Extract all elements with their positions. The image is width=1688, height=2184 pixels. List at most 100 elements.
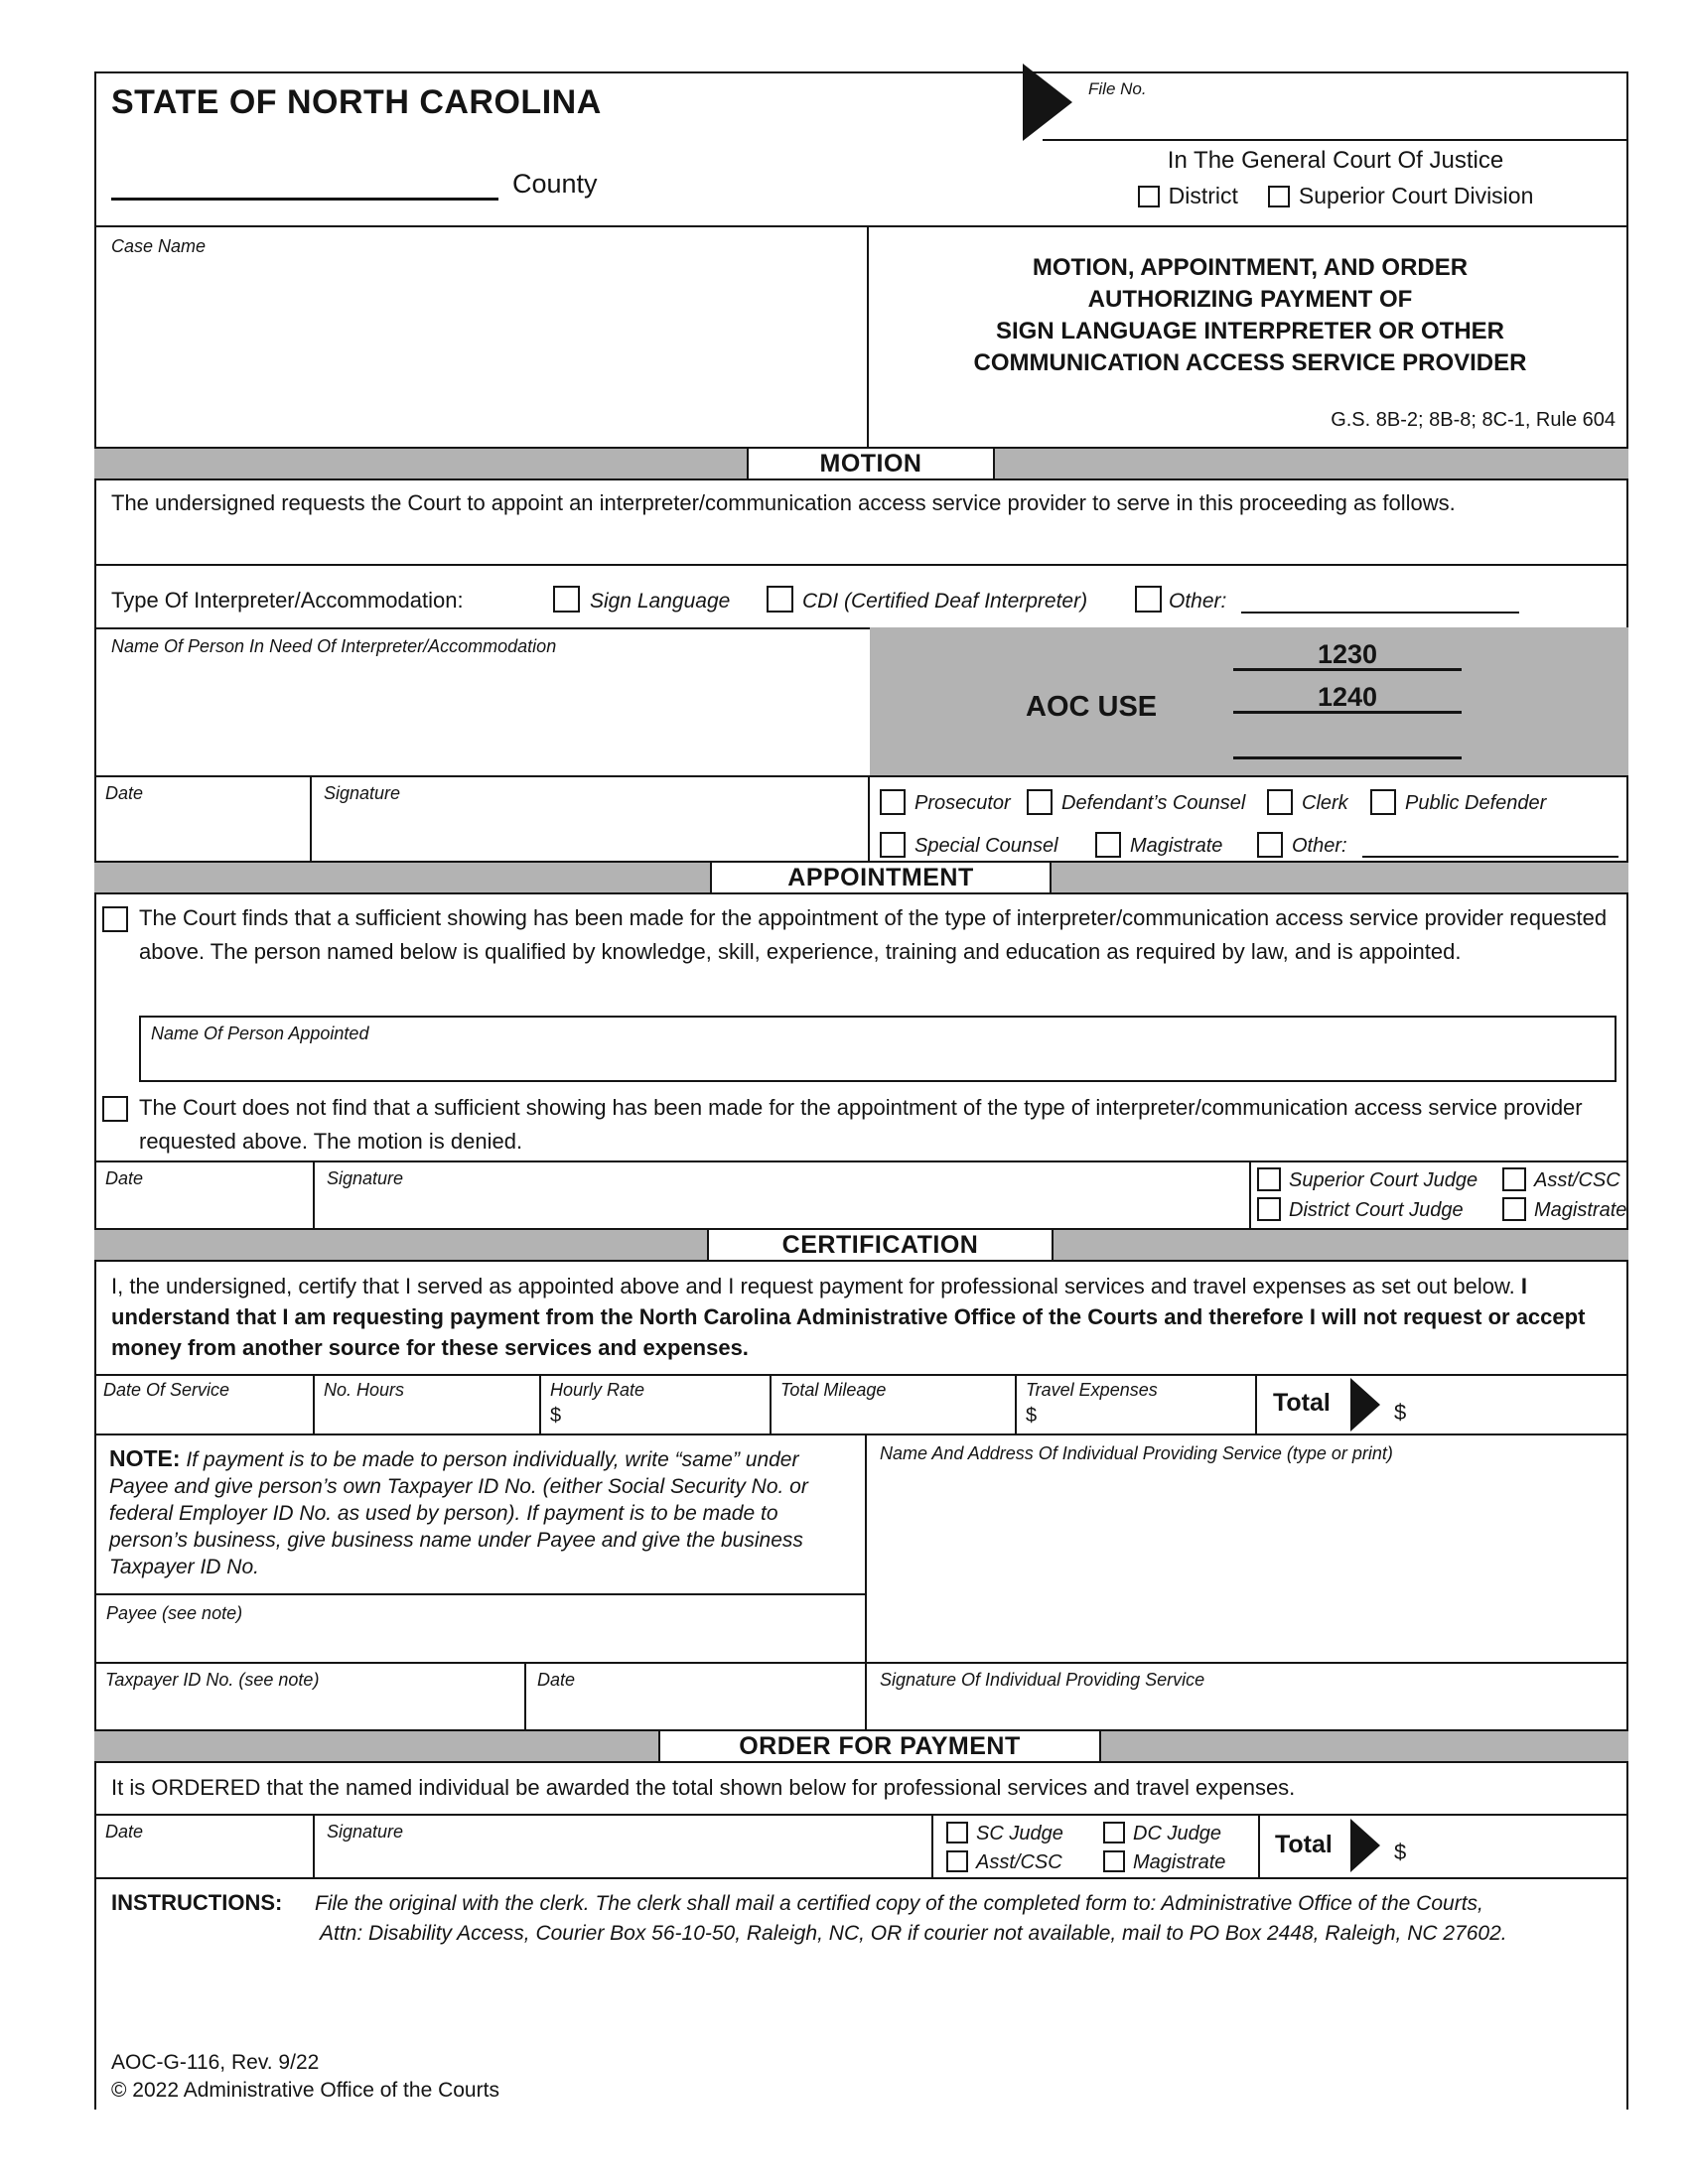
order-total-dollar[interactable]: $: [1394, 1840, 1407, 1864]
appointment-date-label: Date: [105, 1168, 144, 1188]
special-counsel-checkbox[interactable]: [880, 832, 906, 858]
hourly-rate-label: Hourly Rate: [550, 1380, 645, 1400]
movant-other-blank-line[interactable]: [1362, 830, 1618, 858]
statute-ref: G.S. 8B-2; 8B-8; 8C-1, Rule 604: [1331, 409, 1616, 431]
type-label: Type Of Interpreter/Accommodation:: [111, 588, 464, 613]
type-other-blank-line[interactable]: [1241, 584, 1519, 614]
certification-text: I, the undersigned, certify that I serve…: [111, 1271, 1606, 1363]
person-appointed-label: Name Of Person Appointed: [151, 1024, 369, 1043]
certification-text-bold: I understand that I am requesting paymen…: [111, 1274, 1586, 1360]
total-mileage-label: Total Mileage: [780, 1380, 887, 1400]
person-in-need-label: Name Of Person In Need Of Interpreter/Ac…: [111, 636, 557, 656]
order-total-arrow-icon: [1350, 1819, 1380, 1872]
superior-court-judge-checkbox[interactable]: [1257, 1167, 1281, 1191]
appointment-date-cell[interactable]: [94, 1160, 315, 1228]
sign-language-checkbox[interactable]: [553, 586, 580, 613]
order-date-cell[interactable]: [94, 1814, 315, 1879]
certification-total-dollar[interactable]: $: [1394, 1400, 1407, 1425]
file-no-box[interactable]: [1043, 71, 1628, 141]
appointment-grant-checkbox[interactable]: [102, 906, 128, 932]
taxpayer-cell[interactable]: [94, 1662, 526, 1729]
court-line: In The General Court Of Justice: [1167, 147, 1504, 174]
instructions-line2: Attn: Disability Access, Courier Box 56-…: [320, 1922, 1507, 1945]
case-name-label: Case Name: [111, 236, 207, 256]
form-title-line-border: [869, 225, 1628, 227]
sc-judge-checkbox[interactable]: [946, 1822, 968, 1843]
order-magistrate-label: Magistrate: [1133, 1851, 1226, 1873]
type-other-label: Other:: [1169, 590, 1227, 613]
public-defender-checkbox[interactable]: [1370, 789, 1396, 815]
magistrate-checkbox[interactable]: [1095, 832, 1121, 858]
defendants-counsel-label: Defendant’s Counsel: [1061, 792, 1246, 814]
form-number: AOC-G-116, Rev. 9/22: [111, 2051, 320, 2074]
motion-date-cell[interactable]: [94, 775, 312, 861]
certification-total-label: Total: [1273, 1389, 1331, 1417]
provider-date-cell[interactable]: [526, 1662, 867, 1729]
superior-court-judge-label: Superior Court Judge: [1289, 1169, 1478, 1191]
provider-box[interactable]: [869, 1435, 1628, 1662]
case-name-box[interactable]: [94, 225, 869, 447]
sc-judge-label: SC Judge: [976, 1823, 1063, 1844]
form-title-line2: AUTHORIZING PAYMENT OF: [1087, 286, 1413, 313]
order-signature-cell[interactable]: [315, 1814, 933, 1879]
note-label: NOTE:: [109, 1445, 181, 1471]
appointment-deny-checkbox[interactable]: [102, 1096, 128, 1122]
travel-expenses-cell[interactable]: [1017, 1374, 1257, 1435]
superior-label: Superior Court Division: [1298, 183, 1534, 208]
aoc-use-label: AOC USE: [1026, 691, 1158, 723]
cdi-checkbox[interactable]: [767, 586, 793, 613]
order-signature-label: Signature: [327, 1822, 404, 1842]
provider-label: Name And Address Of Individual Providing…: [880, 1443, 1393, 1463]
type-other-checkbox[interactable]: [1135, 586, 1162, 613]
form-title-line4: COMMUNICATION ACCESS SERVICE PROVIDER: [973, 349, 1527, 376]
hourly-rate-cell[interactable]: [541, 1374, 772, 1435]
no-hours-cell[interactable]: [315, 1374, 541, 1435]
appointment-signature-cell[interactable]: [315, 1160, 1251, 1228]
movant-other-checkbox[interactable]: [1257, 832, 1283, 858]
appointment-deny-text: The Court does not find that a sufficien…: [139, 1095, 1583, 1154]
asst-csc-checkbox[interactable]: [1502, 1167, 1526, 1191]
cdi-label: CDI (Certified Deaf Interpreter): [802, 590, 1088, 613]
instructions-line1: File the original with the clerk. The cl…: [315, 1892, 1483, 1915]
order-total-label: Total: [1275, 1831, 1333, 1858]
provider-date-label: Date: [537, 1670, 576, 1690]
form-frame: [94, 71, 1628, 2110]
defendants-counsel-checkbox[interactable]: [1027, 789, 1053, 815]
aoc-code-blank-line: [1233, 729, 1462, 759]
certification-section-title: CERTIFICATION: [707, 1230, 1054, 1260]
order-section-title: ORDER FOR PAYMENT: [658, 1731, 1101, 1761]
date-of-service-label: Date Of Service: [103, 1380, 230, 1400]
total-mileage-cell[interactable]: [772, 1374, 1017, 1435]
superior-checkbox[interactable]: [1267, 185, 1290, 207]
instructions-label: INSTRUCTIONS:: [111, 1890, 283, 1915]
motion-signature-label: Signature: [324, 783, 401, 803]
movant-other-label: Other:: [1292, 835, 1347, 857]
payee-cell[interactable]: [94, 1595, 867, 1662]
order-asst-csc-checkbox[interactable]: [946, 1850, 968, 1872]
asst-csc-label: Asst/CSC: [1534, 1169, 1620, 1191]
certification-section-bar: CERTIFICATION: [94, 1228, 1628, 1262]
appointment-magistrate-checkbox[interactable]: [1502, 1197, 1526, 1221]
prosecutor-label: Prosecutor: [914, 792, 1011, 814]
file-no-arrow-icon: [1023, 64, 1072, 141]
order-asst-csc-label: Asst/CSC: [976, 1851, 1062, 1873]
order-magistrate-checkbox[interactable]: [1103, 1850, 1125, 1872]
clerk-checkbox[interactable]: [1267, 789, 1293, 815]
note-box: [94, 1435, 867, 1595]
certification-text-plain: I, the undersigned, certify that I serve…: [111, 1274, 1515, 1298]
no-hours-label: No. Hours: [324, 1380, 405, 1400]
county-blank-line[interactable]: [111, 165, 498, 201]
district-court-judge-checkbox[interactable]: [1257, 1197, 1281, 1221]
form-title-line1: MOTION, APPOINTMENT, AND ORDER: [1032, 254, 1469, 281]
payee-label: Payee (see note): [106, 1603, 243, 1623]
motion-signature-cell[interactable]: [312, 775, 870, 861]
order-section-bar: ORDER FOR PAYMENT: [94, 1729, 1628, 1763]
division-row: District Superior Court Division: [1043, 183, 1628, 209]
prosecutor-checkbox[interactable]: [880, 789, 906, 815]
date-of-service-cell[interactable]: [94, 1374, 315, 1435]
provider-signature-cell[interactable]: [867, 1662, 1628, 1729]
district-checkbox[interactable]: [1137, 185, 1160, 207]
person-appointed-box[interactable]: [139, 1016, 1617, 1082]
dc-judge-checkbox[interactable]: [1103, 1822, 1125, 1843]
person-in-need-box[interactable]: [94, 627, 1628, 775]
